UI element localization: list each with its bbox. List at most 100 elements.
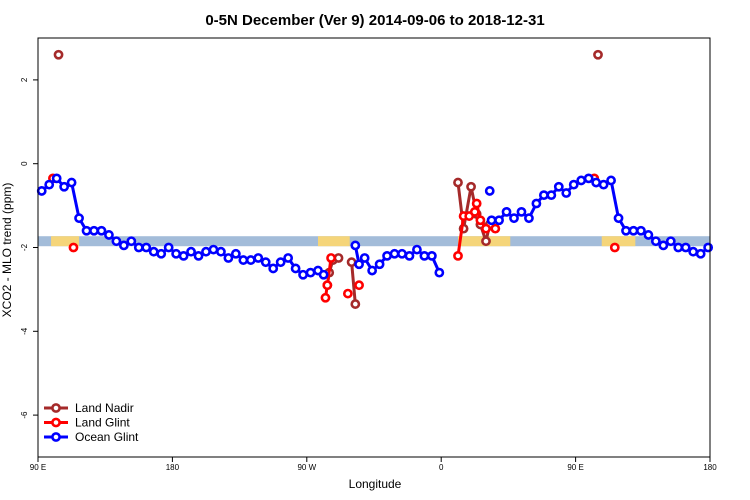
series-land-glint	[48, 173, 620, 303]
data-point-land-nadir	[593, 49, 603, 60]
x-tick-label: 90 E	[30, 463, 46, 472]
data-point-ocean-glint	[516, 206, 527, 217]
data-point-ocean-glint	[268, 263, 279, 274]
data-point-ocean-glint	[36, 186, 47, 196]
data-point-ocean-glint	[118, 240, 129, 251]
data-point-ocean-glint	[658, 240, 669, 251]
data-point-ocean-glint	[253, 253, 264, 263]
data-point-ocean-glint	[96, 225, 107, 236]
data-point-ocean-glint	[665, 236, 676, 247]
data-point-ocean-glint	[104, 230, 114, 240]
legend-swatch-marker	[51, 417, 61, 428]
data-point-ocean-glint	[367, 265, 378, 276]
y-tick-label: -2	[20, 243, 29, 251]
y-tick-label: 2	[20, 77, 29, 82]
legend-label: Ocean Glint	[75, 430, 139, 444]
data-point-ocean-glint	[703, 242, 714, 253]
data-point-ocean-glint	[51, 173, 62, 184]
legend-label: Land Nadir	[75, 401, 134, 415]
x-tick-label: 90 E	[567, 463, 583, 472]
data-point-ocean-glint	[538, 190, 549, 201]
series-ocean-glint	[36, 173, 714, 280]
data-point-land-nadir	[466, 181, 476, 192]
series-layer	[36, 49, 714, 309]
data-point-ocean-glint	[628, 225, 639, 236]
data-point-ocean-glint	[201, 246, 211, 257]
data-point-land-glint	[490, 223, 501, 234]
x-tick-label: 180	[166, 463, 180, 472]
x-tick-label: 90 W	[297, 463, 316, 472]
data-point-ocean-glint	[419, 250, 430, 261]
band-strip	[38, 236, 710, 247]
data-point-ocean-glint	[230, 248, 241, 259]
legend-swatch-marker	[51, 432, 61, 442]
data-point-ocean-glint	[695, 248, 706, 259]
data-point-ocean-glint	[404, 250, 415, 261]
y-tick-label: -4	[20, 327, 29, 335]
data-point-land-glint	[469, 206, 480, 217]
legend-item-land-nadir: Land Nadir	[44, 401, 134, 415]
data-point-land-glint	[354, 280, 364, 291]
data-point-land-glint	[322, 280, 333, 291]
data-point-ocean-glint	[643, 230, 654, 240]
data-point-ocean-glint	[148, 246, 159, 257]
x-tick-label: 180	[703, 463, 717, 472]
data-point-land-glint	[453, 250, 463, 261]
data-point-ocean-glint	[171, 248, 182, 259]
data-point-ocean-glint	[553, 181, 564, 192]
data-point-ocean-glint	[546, 190, 557, 201]
data-point-ocean-glint	[81, 225, 92, 236]
y-tick-label: -6	[20, 411, 29, 419]
data-point-ocean-glint	[531, 198, 542, 209]
data-point-ocean-glint	[290, 263, 301, 274]
band-highlight	[51, 236, 80, 247]
legend-label: Land Glint	[75, 416, 130, 430]
data-point-ocean-glint	[275, 257, 286, 268]
data-point-land-glint	[471, 198, 482, 209]
data-point-ocean-glint	[350, 240, 361, 251]
x-tick-label: 0	[439, 463, 444, 472]
data-point-ocean-glint	[583, 173, 594, 184]
data-point-land-nadir	[453, 177, 463, 188]
data-point-land-glint	[320, 292, 331, 303]
data-point-ocean-glint	[178, 250, 189, 261]
data-point-ocean-glint	[561, 188, 572, 198]
data-point-ocean-glint	[606, 175, 616, 186]
data-point-ocean-glint	[141, 242, 152, 253]
series-line-land-nadir	[350, 262, 357, 305]
data-point-land-nadir	[481, 236, 491, 247]
data-point-ocean-glint	[305, 267, 316, 278]
data-point-ocean-glint	[74, 213, 84, 224]
data-point-ocean-glint	[494, 215, 504, 226]
y-axis: 2 0 -2 -4 -6	[20, 77, 38, 419]
data-point-ocean-glint	[238, 255, 249, 265]
data-point-land-nadir	[53, 49, 64, 60]
data-point-ocean-glint	[66, 177, 77, 188]
data-point-ocean-glint	[111, 236, 122, 247]
data-point-ocean-glint	[208, 244, 219, 255]
data-point-land-glint	[481, 223, 491, 234]
legend-item-ocean-glint: Ocean Glint	[44, 430, 139, 444]
data-point-ocean-glint	[576, 175, 587, 186]
data-point-land-nadir	[346, 257, 357, 268]
data-point-land-glint	[342, 288, 353, 299]
data-point-ocean-glint	[260, 257, 271, 268]
data-point-land-nadir	[350, 299, 361, 309]
data-point-ocean-glint	[283, 253, 294, 263]
data-point-land-glint	[475, 215, 486, 226]
band-highlight	[601, 236, 636, 247]
data-point-ocean-glint	[186, 246, 196, 257]
data-point-ocean-glint	[613, 213, 624, 224]
data-point-ocean-glint	[434, 267, 445, 278]
data-point-ocean-glint	[298, 269, 308, 280]
data-point-ocean-glint	[359, 253, 370, 263]
data-point-ocean-glint	[524, 213, 534, 224]
x-axis: 90 E 180 90 W 0 90 E 180	[30, 457, 717, 472]
data-point-ocean-glint	[354, 259, 364, 270]
y-axis-label: XCO2 - MLO trend (ppm)	[0, 183, 14, 318]
data-point-ocean-glint	[89, 225, 99, 236]
data-point-ocean-glint	[501, 206, 512, 217]
data-point-ocean-glint	[59, 181, 70, 192]
data-point-ocean-glint	[688, 246, 699, 257]
